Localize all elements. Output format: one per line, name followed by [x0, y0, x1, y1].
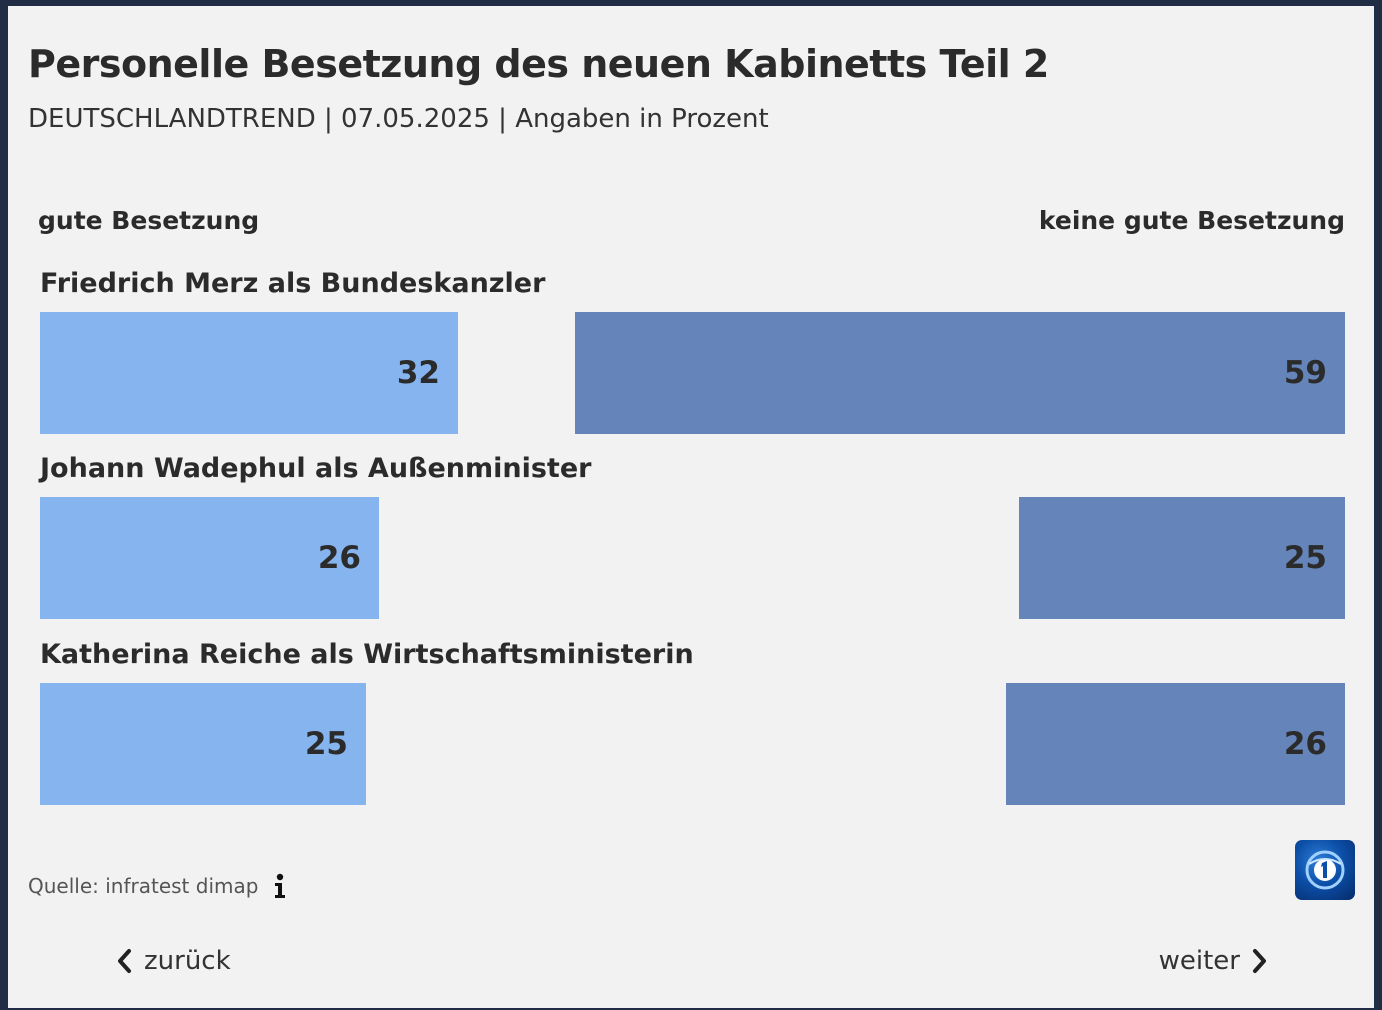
bar-good: 26: [40, 497, 379, 619]
category-label: Johann Wadephul als Außenminister: [40, 453, 592, 484]
chevron-right-icon: [1253, 949, 1266, 973]
bar-good: 25: [40, 683, 366, 805]
chart-subtitle: DEUTSCHLANDTREND | 07.05.2025 | Angaben …: [28, 104, 769, 134]
category-label: Friedrich Merz als Bundeskanzler: [40, 268, 546, 299]
bar-value-label: 25: [304, 726, 348, 762]
chart-title: Personelle Besetzung des neuen Kabinetts…: [28, 42, 1049, 86]
bar-value-label: 26: [1283, 726, 1327, 762]
bar-value-label: 32: [396, 355, 440, 391]
bar-bad: 26: [1006, 683, 1345, 805]
bar-bad: 25: [1019, 497, 1345, 619]
bar-value-label: 25: [1283, 540, 1327, 576]
source-note: Quelle: infratest dimap: [28, 874, 259, 898]
back-button[interactable]: zurück: [116, 946, 231, 976]
category-label: Katherina Reiche als Wirtschaftsminister…: [40, 639, 694, 670]
next-button[interactable]: weiter: [1159, 946, 1268, 976]
chevron-left-icon: [118, 949, 131, 973]
legend-good: gute Besetzung: [38, 206, 260, 235]
bar-bad: 59: [575, 312, 1345, 434]
tagesschau-logo-icon: [1295, 840, 1355, 900]
info-icon[interactable]: [270, 872, 290, 900]
next-label: weiter: [1158, 946, 1240, 976]
back-label: zurück: [144, 946, 231, 976]
bar-value-label: 59: [1283, 355, 1327, 391]
chart-card: Personelle Besetzung des neuen Kabinetts…: [8, 6, 1374, 1008]
legend-bad: keine gute Besetzung: [1038, 206, 1345, 235]
bar-value-label: 26: [317, 540, 361, 576]
bar-good: 32: [40, 312, 458, 434]
